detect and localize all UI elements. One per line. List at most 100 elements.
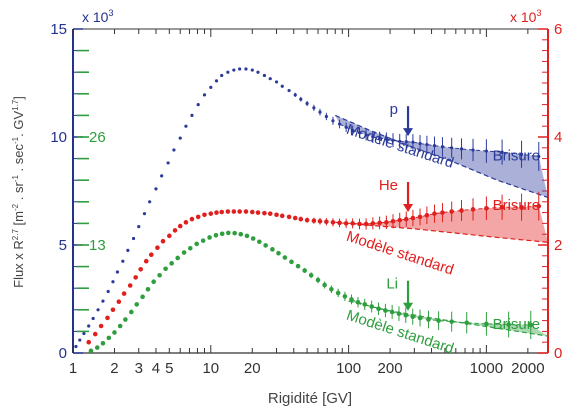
data-point-He [519, 204, 524, 210]
break-label-p: Brisure [493, 147, 541, 164]
data-point-p [425, 142, 429, 147]
data-point-Li [308, 272, 314, 278]
data-point-Li [250, 236, 256, 241]
data-point-p [398, 139, 402, 143]
data-point-Li [484, 321, 489, 327]
data-point-p [184, 124, 188, 128]
data-point-Li [200, 238, 206, 243]
data-point-He [177, 223, 183, 229]
data-point-p [226, 70, 230, 74]
data-point-p [299, 97, 303, 101]
data-point-Li [88, 348, 94, 354]
data-point-p [418, 141, 422, 146]
data-point-He [172, 228, 178, 233]
data-point-He [377, 220, 382, 226]
data-point-He [298, 216, 304, 222]
data-point-He [384, 220, 389, 225]
data-point-p [459, 147, 464, 151]
data-point-Li [194, 241, 199, 247]
data-point-p [384, 137, 388, 141]
left-y-tick-label: 10 [50, 129, 67, 146]
data-point-He [116, 299, 122, 305]
data-point-He [286, 214, 292, 220]
y-axis-label: Flux x R2.7 [m-2 . sr-1 . sec-1. GV1.7] [11, 96, 26, 288]
data-point-p [280, 84, 284, 88]
data-point-p [371, 135, 375, 139]
data-point-Li [342, 294, 348, 299]
data-point-p [432, 144, 437, 148]
data-point-Li [302, 268, 307, 273]
data-point-He [255, 210, 261, 215]
data-point-He [484, 205, 489, 211]
data-point-Li [94, 345, 100, 350]
x-tick-label: 200 [378, 360, 403, 377]
data-point-Li [151, 279, 156, 285]
trend-line-Li [351, 298, 531, 326]
data-point-Li [134, 302, 140, 307]
data-point-p [154, 187, 158, 191]
x-tick-labels: 1 2 3 4 5 10 20 100 200 1000 2000 [69, 360, 545, 377]
data-point-He [208, 211, 214, 216]
data-point-Li [163, 266, 168, 272]
data-point-Li [396, 311, 402, 316]
data-point-p [172, 148, 176, 152]
data-point-p [344, 125, 348, 129]
data-point-p [404, 140, 408, 144]
data-point-Li [329, 286, 334, 292]
data-point-He [397, 217, 403, 223]
data-point-Li [335, 290, 341, 296]
data-point-p [262, 73, 267, 78]
data-point-Li [355, 299, 361, 305]
data-point-Li [315, 277, 321, 283]
data-point-Li [270, 247, 275, 252]
data-point-Li [219, 231, 225, 237]
data-point-p [364, 133, 368, 137]
data-point-He [92, 331, 98, 337]
data-point-Li [410, 314, 416, 320]
data-point-He [449, 209, 454, 214]
data-point-He [262, 210, 267, 216]
data-point-p [126, 248, 130, 252]
data-point-He [110, 307, 116, 313]
data-point-p [131, 236, 136, 241]
left-y-tick-label: 15 [50, 21, 67, 38]
data-point-He [459, 208, 464, 213]
data-point-p [87, 324, 91, 328]
data-point-He [127, 283, 133, 288]
data-point-p [500, 150, 504, 154]
x-tick-label: 20 [244, 360, 261, 377]
data-point-Li [417, 315, 423, 321]
data-point-p [238, 67, 242, 71]
data-point-Li [322, 282, 327, 288]
data-point-Li [383, 308, 388, 313]
data-point-Li [244, 233, 250, 239]
data-point-He [424, 213, 430, 218]
data-point-Li [226, 230, 231, 236]
data-point-He [214, 210, 219, 215]
data-point-He [403, 216, 409, 222]
data-point-p [519, 152, 524, 156]
x-axis-label: Rigidité [GV] [268, 390, 352, 407]
data-point-p [471, 148, 475, 152]
data-point-Li [263, 243, 268, 248]
green-y-tick-label: 13 [89, 237, 106, 254]
data-point-p [101, 299, 105, 303]
x-tick-label: 5 [165, 360, 173, 377]
data-point-He [160, 238, 166, 244]
data-point-p [450, 146, 454, 150]
green-y-tick-label: 26 [89, 129, 106, 146]
data-point-He [138, 267, 144, 272]
data-point-Li [100, 340, 106, 346]
data-point-p [256, 70, 260, 74]
data-point-p [78, 338, 82, 342]
data-point-p [160, 174, 164, 178]
x-tick-label: 10 [202, 360, 219, 377]
data-point-He [432, 211, 437, 216]
data-point-Li [213, 232, 219, 238]
data-point-p [318, 110, 322, 114]
data-point-Li [289, 259, 294, 265]
data-point-Li [157, 272, 162, 278]
data-point-Li [362, 302, 368, 307]
data-point-p [357, 131, 362, 135]
